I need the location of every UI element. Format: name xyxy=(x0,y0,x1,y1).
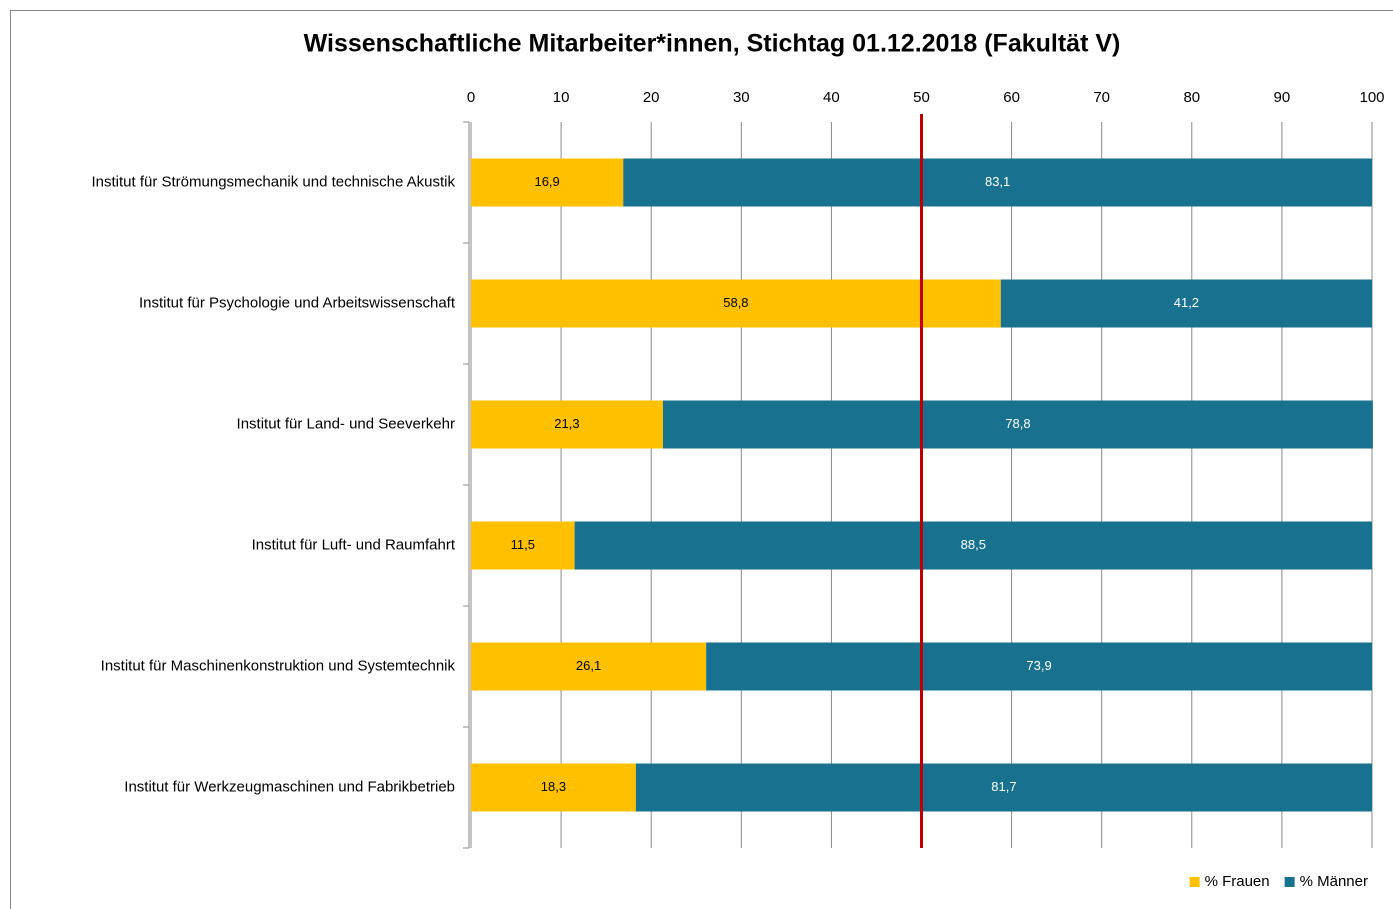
x-tick-label: 70 xyxy=(1093,89,1110,106)
y-tick-label: Institut für Maschinenkonstruktion und S… xyxy=(101,657,456,674)
value-label: 18,3 xyxy=(541,779,566,794)
value-label: 83,1 xyxy=(985,174,1010,189)
bar-segment xyxy=(623,158,1372,207)
value-label: 88,5 xyxy=(961,537,986,552)
x-tick-label: 50 xyxy=(913,89,930,106)
legend-swatch xyxy=(1284,877,1295,887)
bar-segment xyxy=(471,763,636,812)
y-tick-label: Institut für Werkzeugmaschinen und Fabri… xyxy=(124,778,455,795)
bar-segment xyxy=(706,642,1372,691)
value-label: 73,9 xyxy=(1026,658,1051,673)
x-tick-label: 0 xyxy=(467,89,475,106)
x-tick-label: 100 xyxy=(1359,89,1384,106)
x-tick-label: 10 xyxy=(553,89,570,106)
x-tick-label: 20 xyxy=(643,89,660,106)
chart-title: Wissenschaftliche Mitarbeiter*innen, Sti… xyxy=(304,30,1121,58)
value-label: 41,2 xyxy=(1174,295,1199,310)
value-label: 26,1 xyxy=(576,658,601,673)
legend-swatch xyxy=(1189,877,1200,887)
value-label: 78,8 xyxy=(1005,416,1030,431)
value-label: 21,3 xyxy=(554,416,579,431)
value-label: 81,7 xyxy=(991,779,1016,794)
x-tick-label: 90 xyxy=(1274,89,1291,106)
bar-segment xyxy=(471,158,624,207)
bar-segment xyxy=(471,642,707,691)
legend-label: % Frauen xyxy=(1205,873,1270,890)
bar-segment xyxy=(635,763,1372,812)
bar-segment xyxy=(471,279,1001,328)
legend-label: % Männer xyxy=(1300,873,1368,890)
y-tick-label: Institut für Psychologie und Arbeitswiss… xyxy=(139,294,456,311)
bar-segment xyxy=(662,400,1373,449)
y-tick-label: Institut für Luft- und Raumfahrt xyxy=(252,536,456,553)
value-label: 16,9 xyxy=(534,174,559,189)
bar-segment xyxy=(471,400,663,449)
x-tick-label: 60 xyxy=(1003,89,1020,106)
y-tick-label: Institut für Strömungsmechanik und techn… xyxy=(91,173,455,190)
y-tick-label: Institut für Land- und Seeverkehr xyxy=(237,415,455,432)
bar-segment xyxy=(1000,279,1372,328)
x-tick-label: 80 xyxy=(1183,89,1200,106)
bar-segment xyxy=(574,521,1372,570)
value-label: 58,8 xyxy=(723,295,748,310)
value-label: 11,5 xyxy=(511,537,535,552)
chart-frame xyxy=(10,10,1393,909)
x-tick-label: 30 xyxy=(733,89,750,106)
x-tick-label: 40 xyxy=(823,89,840,106)
bar-segment xyxy=(471,521,575,570)
